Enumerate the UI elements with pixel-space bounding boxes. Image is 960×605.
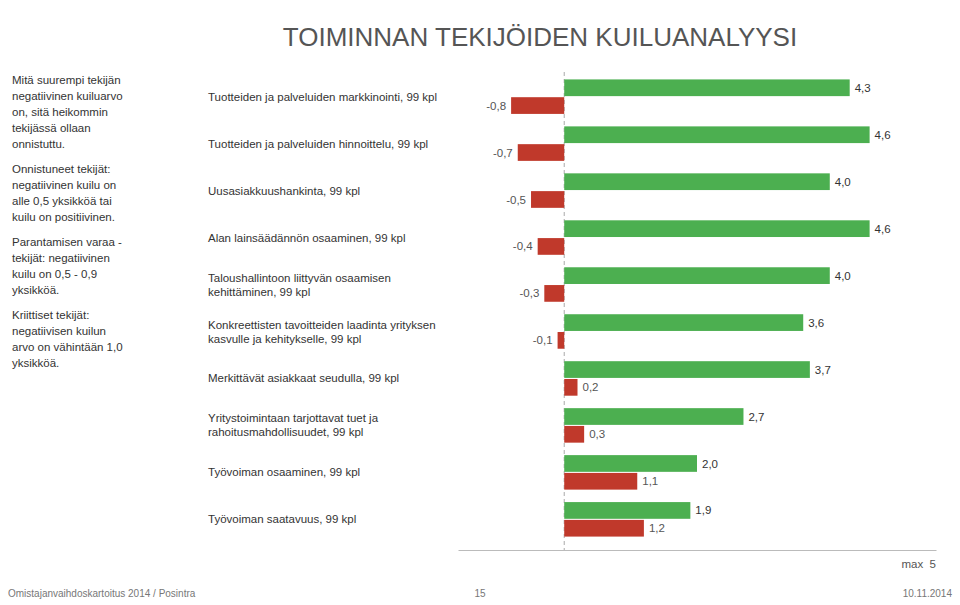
category-label-line: Työvoiman osaaminen, 99 kpl	[208, 466, 360, 478]
sidebar-line: kuilu on positiivinen.	[12, 211, 115, 223]
sidebar-line: Kriittiset tekijät:	[12, 309, 89, 321]
category-label-line: Tuotteiden ja palveluiden markkinointi, …	[208, 91, 437, 103]
category-label: Työvoiman saatavuus, 99 kpl	[208, 513, 356, 525]
bar	[511, 97, 564, 114]
bar	[518, 144, 564, 161]
category-label: Taloushallintoon liittyvän osaamisen keh…	[208, 272, 394, 298]
sidebar-line: yksikköä.	[12, 357, 59, 369]
sidebar-line: tekijät: negatiivinen	[12, 252, 110, 264]
sidebar-line: arvo on vähintään 1,0	[12, 341, 123, 353]
data-label: -0,7	[493, 147, 513, 159]
data-label: -0,4	[513, 240, 533, 252]
category-labels: Tuotteiden ja palveluiden markkinointi, …	[208, 91, 439, 526]
chart: TOIMINNAN TEKIJÖIDEN KUILUANALYYSI Mitä s…	[0, 0, 960, 605]
category-label-line: Uusasiakkuushankinta, 99 kpl	[208, 185, 360, 197]
sidebar-line: negatiivinen kuiluarvo	[12, 90, 123, 102]
bar	[564, 220, 869, 237]
data-label: 1,2	[649, 522, 665, 534]
title: TOIMINNAN TEKIJÖIDEN KUILUANALYYSI	[283, 22, 797, 52]
sidebar-line: alle 0,5 yksikköä tai	[12, 195, 112, 207]
category-label-line: Merkittävät asiakkaat seudulla, 99 kpl	[208, 372, 399, 384]
category-label: Konkreettisten tavoitteiden laadinta yri…	[208, 319, 439, 345]
data-label: 4,0	[835, 176, 851, 188]
data-label: 0,3	[589, 428, 605, 440]
category-label: Tuotteiden ja palveluiden hinnoittelu, 9…	[208, 138, 428, 150]
bar	[564, 379, 577, 396]
bar	[564, 455, 697, 472]
bar	[564, 473, 637, 490]
bar-series	[511, 97, 644, 536]
bar	[564, 408, 743, 425]
bar	[564, 520, 644, 537]
category-label-line: kasvulle ja kehitykselle, 99 kpl	[208, 333, 361, 345]
data-label: -0,8	[486, 100, 506, 112]
footnote: 10.11.2014	[903, 588, 953, 599]
x-axis-line	[459, 550, 937, 551]
bar	[564, 361, 810, 378]
data-label: 2,0	[702, 458, 718, 470]
bar	[538, 238, 565, 255]
data-label: 1,1	[642, 475, 658, 487]
category-label-line: Alan lainsäädännön osaaminen, 99 kpl	[208, 232, 406, 244]
data-label: -0,5	[506, 194, 526, 206]
sidebar-line: kuilu on 0,5 - 0,9	[12, 268, 97, 280]
data-label: 4,6	[875, 129, 891, 141]
plot-area	[511, 72, 869, 550]
data-label: 2,7	[748, 411, 764, 423]
bar	[564, 502, 690, 519]
bar	[564, 314, 803, 331]
sidebar-line: negatiivinen kuilu on	[12, 179, 116, 191]
bar	[531, 191, 564, 208]
sidebar: Mitä suurempi tekijän negatiivinen kuilua…	[12, 74, 123, 369]
bar	[564, 79, 849, 96]
category-label-line: rahoitusmahdollisuudet, 99 kpl	[208, 426, 363, 438]
footnote: Omistajanvaihdoskartoitus 2014 / Posintr…	[8, 588, 196, 599]
sidebar-line: on, sitä heikommin	[12, 106, 108, 118]
category-label: Työvoiman osaaminen, 99 kpl	[208, 466, 360, 478]
data-label: 3,6	[808, 317, 824, 329]
data-labels: 4,3 4,6 4,0 4,6 4,0 3,6 3,7 2,7 2,0 1,9 -0,8 -0,7 -0…	[486, 82, 890, 534]
max-label: max 5	[901, 558, 936, 570]
category-label-line: Tuotteiden ja palveluiden hinnoittelu, 9…	[208, 138, 428, 150]
category-label: Yritystoimintaan tarjottavat tuet ja rah…	[208, 412, 381, 438]
footnote: 15	[474, 588, 486, 599]
sidebar-line: negatiivisen kuilun	[12, 325, 106, 337]
category-label-line: kehittäminen, 99 kpl	[208, 286, 310, 298]
bar	[564, 267, 830, 284]
bar	[544, 285, 564, 302]
sidebar-line: tekijässä ollaan	[12, 122, 91, 134]
data-label: 4,6	[875, 223, 891, 235]
category-label-line: Taloushallintoon liittyvän osaamisen	[208, 272, 394, 284]
sidebar-line: Parantamisen varaa -	[12, 236, 122, 248]
data-label: 0,2	[583, 381, 599, 393]
category-label: Merkittävät asiakkaat seudulla, 99 kpl	[208, 372, 399, 384]
data-label: 4,3	[855, 82, 871, 94]
sidebar-line: onnistuttu.	[12, 138, 65, 150]
sidebar-line: Mitä suurempi tekijän	[12, 74, 121, 86]
data-label: 1,9	[695, 504, 711, 516]
category-label: Alan lainsäädännön osaaminen, 99 kpl	[208, 232, 406, 244]
bar	[564, 126, 869, 143]
data-label: -0,1	[533, 334, 553, 346]
data-label: 4,0	[835, 270, 851, 282]
category-label-line: Työvoiman saatavuus, 99 kpl	[208, 513, 356, 525]
bar-series	[564, 79, 869, 518]
category-label: Tuotteiden ja palveluiden markkinointi, …	[208, 91, 437, 103]
category-label-line: Yritystoimintaan tarjottavat tuet ja	[208, 412, 381, 424]
x-axis	[459, 550, 937, 551]
sidebar-line: yksikköä.	[12, 284, 59, 296]
sidebar-line: Onnistuneet tekijät:	[12, 163, 110, 175]
category-label: Uusasiakkuushankinta, 99 kpl	[208, 185, 360, 197]
category-label-line: Konkreettisten tavoitteiden laadinta yri…	[208, 319, 439, 331]
data-label: -0,3	[519, 287, 539, 299]
data-label: 3,7	[815, 364, 831, 376]
bar	[564, 426, 584, 443]
bar	[558, 332, 565, 349]
bar	[564, 173, 830, 190]
